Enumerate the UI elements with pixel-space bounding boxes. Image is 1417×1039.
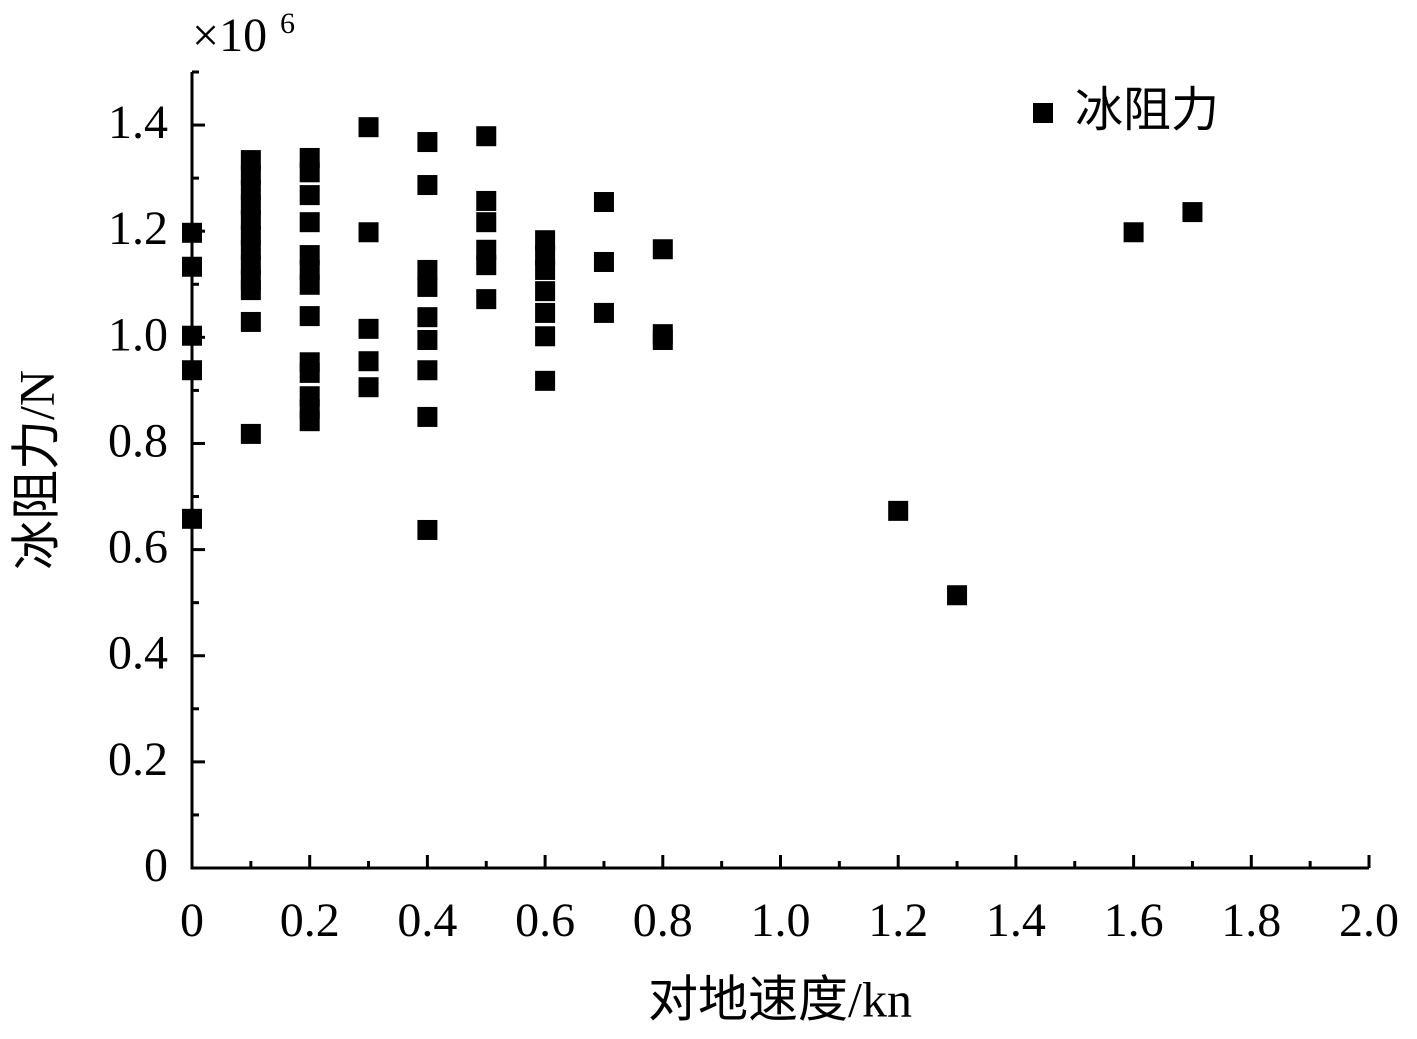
point <box>417 307 438 328</box>
y-tick-label: 0.6 <box>108 521 168 574</box>
point <box>358 318 379 339</box>
point <box>476 190 497 211</box>
point <box>476 239 497 260</box>
y-tick-label: 1.4 <box>108 96 168 149</box>
point <box>182 256 202 277</box>
point <box>535 259 556 280</box>
x-axis-title: 对地速度/kn <box>648 971 912 1027</box>
point <box>299 185 320 206</box>
point <box>888 500 909 521</box>
point <box>417 360 438 381</box>
x-tick-label: 0 <box>180 894 204 947</box>
x-tick-label: 2.0 <box>1339 894 1399 947</box>
point <box>417 519 438 540</box>
point <box>947 585 968 606</box>
point <box>1123 222 1144 243</box>
point <box>593 251 614 272</box>
x-tick-label: 1.2 <box>868 894 928 947</box>
point <box>182 360 202 381</box>
legend-marker <box>1033 103 1053 123</box>
point <box>476 255 497 276</box>
point <box>652 329 673 350</box>
point <box>593 192 614 213</box>
x-tick-label: 1.6 <box>1104 894 1164 947</box>
point <box>652 239 673 260</box>
point <box>182 325 202 346</box>
point <box>476 126 497 147</box>
point <box>476 212 497 233</box>
point <box>535 281 556 302</box>
point <box>535 370 556 391</box>
point <box>299 212 320 233</box>
point <box>476 289 497 310</box>
x-tick-label: 1.0 <box>751 894 811 947</box>
point <box>240 179 261 200</box>
point <box>535 326 556 347</box>
point <box>1182 202 1203 223</box>
point <box>417 259 438 280</box>
point <box>182 508 202 529</box>
point <box>182 222 202 243</box>
x-tick-label: 0.4 <box>397 894 457 947</box>
legend-label: 冰阻力 <box>1075 84 1219 137</box>
x-tick-label: 0.6 <box>515 894 575 947</box>
y-tick-label: 0.4 <box>108 627 168 680</box>
point <box>299 411 320 432</box>
y-tick-label: 1.2 <box>108 202 168 255</box>
y-tick-label: 0.8 <box>108 414 168 467</box>
point <box>358 351 379 372</box>
point <box>358 377 379 398</box>
point <box>593 302 614 323</box>
point <box>417 329 438 350</box>
y-multiplier: ×10 <box>192 9 267 62</box>
x-tick-label: 1.8 <box>1221 894 1281 947</box>
point <box>240 280 261 301</box>
point <box>358 222 379 243</box>
point <box>299 306 320 327</box>
y-tick-label: 1.0 <box>108 308 168 361</box>
y-tick-label: 0.2 <box>108 733 168 786</box>
y-axis-title: 冰阻力/N <box>8 370 64 570</box>
point <box>417 175 438 196</box>
point <box>299 162 320 183</box>
x-tick-label: 0.8 <box>633 894 693 947</box>
point <box>417 132 438 153</box>
point <box>299 274 320 295</box>
x-tick-label: 0.2 <box>280 894 340 947</box>
point <box>358 117 379 138</box>
point <box>417 276 438 297</box>
x-tick-label: 1.4 <box>986 894 1046 947</box>
point <box>240 239 261 260</box>
point <box>240 423 261 444</box>
point <box>417 406 438 427</box>
point <box>240 311 261 332</box>
point <box>535 302 556 323</box>
point <box>299 362 320 383</box>
y-tick-label: 0 <box>144 839 168 892</box>
y-multiplier-exponent: 6 <box>280 7 295 40</box>
